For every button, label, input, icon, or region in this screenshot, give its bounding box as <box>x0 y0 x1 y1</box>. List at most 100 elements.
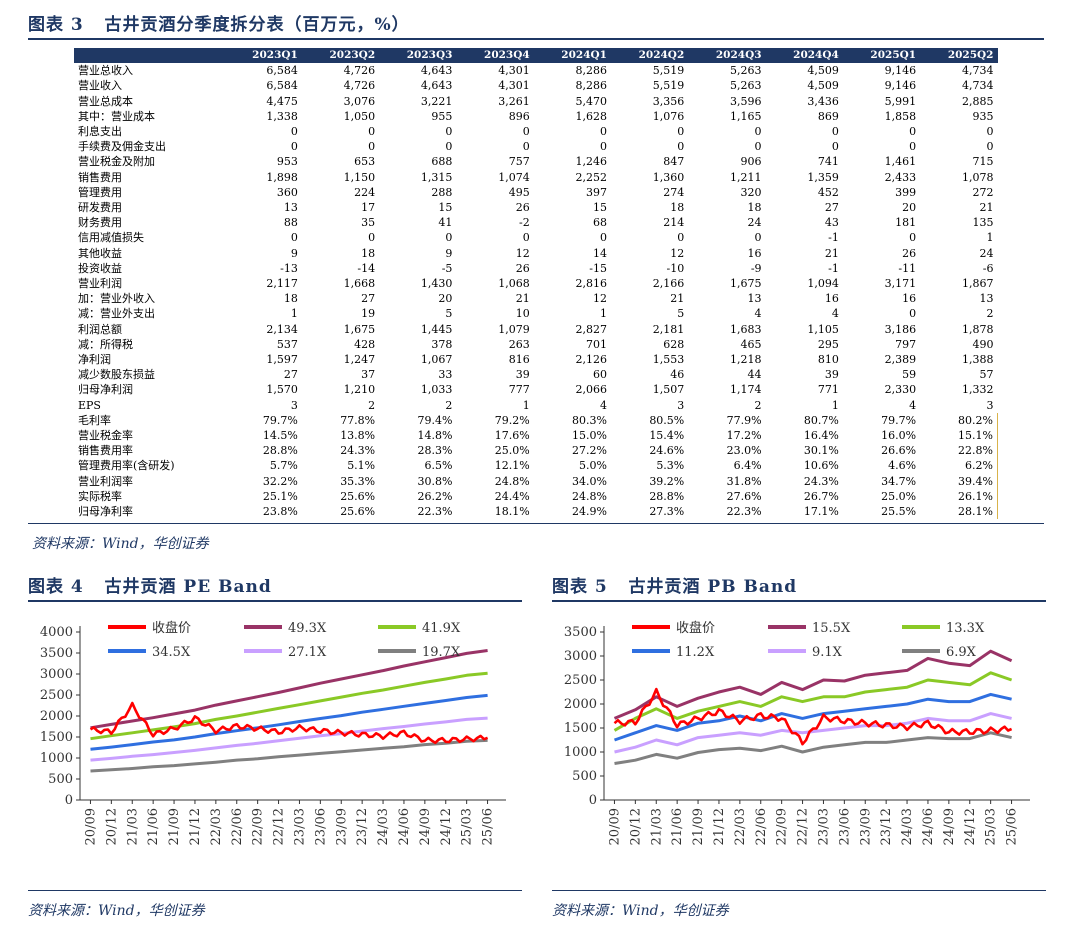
table-cell: 628 <box>663 337 685 351</box>
table-cell: 378 <box>431 337 453 351</box>
table-cell: -14 <box>357 261 376 275</box>
table-cell: 23.0% <box>726 444 762 458</box>
table-cell: 0 <box>445 140 453 154</box>
table-cell: 1,033 <box>420 383 453 397</box>
table-figure-caption: 古井贡酒分季度拆分表（百万元，%） <box>104 15 410 35</box>
table-row: 营业税金率 14.5% 13.8% 14.8% 17.6% 15.0% 15.4% 17.2%… <box>74 428 999 444</box>
table-cell: 4,509 <box>807 79 839 93</box>
row-label: 营业利润率 <box>78 474 133 488</box>
table-cell: 80.3% <box>572 413 607 427</box>
table-cell: 1,150 <box>343 170 376 184</box>
table-row: 营业税金及附加 953 653 688 757 1,246 847 906 741 1,461 71… <box>74 154 998 169</box>
x-tick-label: 25/03 <box>984 808 999 845</box>
table-row: 减少数股东损益 27 37 33 39 60 46 44 39 59 57 <box>74 367 998 382</box>
table-cell: 0 <box>986 140 994 154</box>
table-cell: 9 <box>445 246 453 260</box>
table-cell: 0 <box>909 140 917 154</box>
table-cell: 2,252 <box>575 170 607 184</box>
table-cell: 135 <box>972 216 994 230</box>
y-tick-label: 2500 <box>40 688 73 703</box>
series-line-1 <box>90 649 488 730</box>
table-cell: 4,301 <box>498 79 530 93</box>
x-tick-label: 23/09 <box>334 808 349 845</box>
table-cell: 0 <box>368 125 376 139</box>
row-label: 归母净利润 <box>78 383 133 397</box>
row-label: EPS <box>78 398 101 412</box>
table-header-row: 2023Q1 2023Q2 2023Q3 2023Q4 2024Q1 2024Q2 2024… <box>74 48 998 64</box>
table-cell: 1,359 <box>807 170 839 184</box>
row-label: 营业税金及附加 <box>78 155 155 169</box>
table-cell: 21 <box>515 292 530 306</box>
table-cell: 0 <box>599 125 607 139</box>
table-row: 归母净利率 23.8% 25.6% 22.3% 18.1% 24.9% 27.3% 22.3%… <box>74 504 999 520</box>
table-header-col: 2024Q4 <box>765 48 843 64</box>
table-cell: 4,643 <box>420 79 453 93</box>
table-cell: -10 <box>666 261 685 275</box>
x-tick-label: 21/06 <box>146 808 161 845</box>
row-label: 减少数股东损益 <box>78 368 155 382</box>
table-cell: 0 <box>522 125 530 139</box>
table-cell: 5.0% <box>579 459 607 473</box>
table-cell: 452 <box>817 185 839 199</box>
table-row: EPS 3 2 2 1 4 3 2 1 4 3 <box>74 398 998 413</box>
table-cell: 0 <box>599 140 607 154</box>
table-cell: 2,066 <box>575 383 607 397</box>
series-line-4 <box>90 716 488 762</box>
table-cell: 4,301 <box>498 64 530 78</box>
table-cell: 2,126 <box>575 353 607 367</box>
series-line-1 <box>613 649 1013 720</box>
x-tick-label: 24/12 <box>439 808 454 845</box>
x-tick-label: 24/03 <box>376 808 391 845</box>
row-label: 投资收益 <box>78 261 122 275</box>
pe-figure-title: 图表 4 古井贡酒 PE Band <box>28 572 272 597</box>
table-cell: 80.5% <box>649 413 685 427</box>
legend-label: 6.9X <box>946 645 977 660</box>
table-cell: 24 <box>747 216 762 230</box>
table-cell: 295 <box>817 337 839 351</box>
table-cell: 6,584 <box>266 64 298 78</box>
table-cell: 12 <box>515 246 530 260</box>
table-row: 净利润 1,597 1,247 1,067 816 2,126 1,553 1,218 810 2… <box>74 352 998 367</box>
table-cell: 1,858 <box>884 109 917 123</box>
table-cell: 27 <box>361 292 376 306</box>
y-tick-label: 500 <box>48 772 73 787</box>
table-row: 信用减值损失 0 0 0 0 0 0 0 -1 0 1 <box>74 230 998 245</box>
table-cell: 21 <box>824 246 839 260</box>
table-cell: 2 <box>986 307 994 321</box>
table-cell: 22.8% <box>920 443 999 459</box>
table-cell: -6 <box>982 261 994 275</box>
table-cell: 771 <box>817 383 839 397</box>
y-tick-label: 1500 <box>40 730 73 745</box>
table-cell: 688 <box>431 155 453 169</box>
x-tick-label: 21/03 <box>125 808 140 845</box>
table-cell: 16.4% <box>803 429 839 443</box>
table-cell: 24.3% <box>803 474 839 488</box>
table-cell: 4 <box>754 307 762 321</box>
table-cell: 18.1% <box>494 505 530 519</box>
table-cell: 12 <box>670 246 685 260</box>
row-label: 减：所得税 <box>78 337 133 351</box>
table-cell: 5,263 <box>730 79 762 93</box>
table-row: 减：所得税 537 428 378 263 701 628 465 295 797 490 <box>74 337 998 352</box>
table-cell: 4.6% <box>888 459 917 473</box>
table-cell: -5 <box>441 261 453 275</box>
table-cell: 1,898 <box>266 170 298 184</box>
table-cell: 797 <box>895 337 917 351</box>
table-cell: 5,470 <box>575 94 607 108</box>
row-label: 实际税率 <box>78 489 122 503</box>
pe-figure-caption: 古井贡酒 PE Band <box>104 577 272 597</box>
table-figure-title: 图表 3 古井贡酒分季度拆分表（百万元，%） <box>28 10 410 35</box>
y-tick-label: 1000 <box>40 751 73 766</box>
table-cell: 12.1% <box>494 459 530 473</box>
table-cell: 34.7% <box>881 474 917 488</box>
table-cell: 1,570 <box>266 383 298 397</box>
table-cell: 320 <box>740 185 762 199</box>
table-cell: 80.7% <box>803 413 839 427</box>
table-cell: 15.4% <box>649 429 685 443</box>
table-cell: 1,315 <box>420 170 453 184</box>
table-cell: 274 <box>663 185 685 199</box>
table-cell: 24.8% <box>572 489 607 503</box>
pb-bottom-rule <box>552 890 1046 891</box>
pe-source-note: 资料来源：Wind，华创证券 <box>28 903 205 919</box>
x-tick-label: 24/06 <box>921 808 936 845</box>
